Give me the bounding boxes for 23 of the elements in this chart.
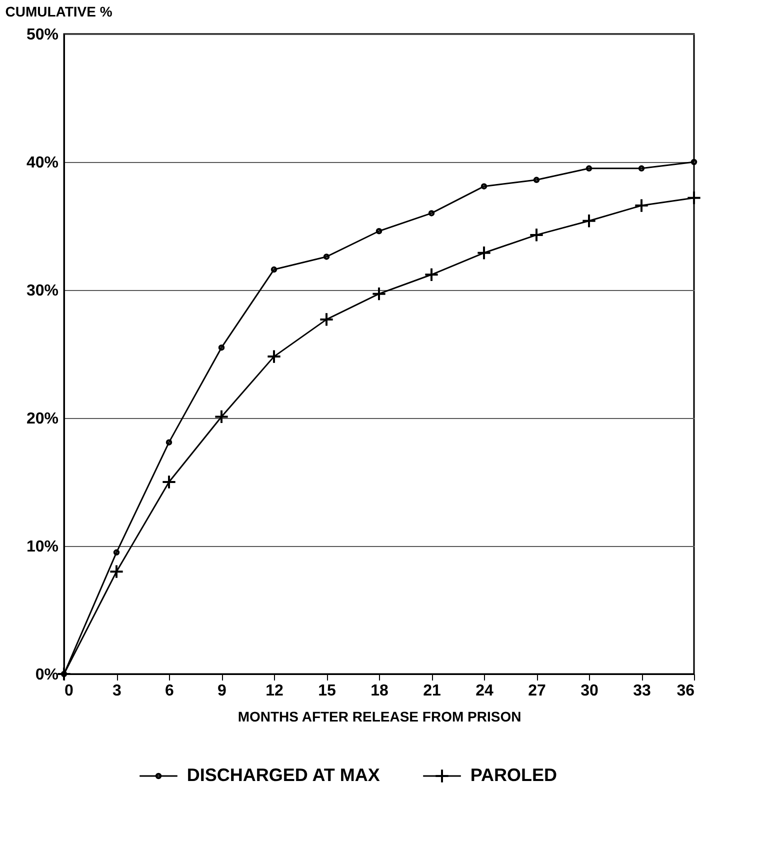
y-tick-label: 20%	[26, 410, 58, 428]
x-tick-label: 21	[423, 682, 441, 700]
x-tick-label: 0	[64, 682, 74, 700]
legend-label: DISCHARGED AT MAX	[186, 765, 380, 785]
x-tick-label: 15	[318, 682, 336, 700]
x-tick-label: 18	[370, 682, 388, 700]
x-axis-title: MONTHS AFTER RELEASE FROM PRISON	[238, 708, 522, 724]
y-axis-title: CUMULATIVE %	[5, 3, 113, 20]
x-tick-label: 6	[165, 682, 174, 700]
x-tick-label: 12	[266, 682, 284, 700]
legend-label: PAROLED	[470, 765, 558, 785]
y-tick-label: 30%	[26, 282, 58, 300]
x-tick-label: 36	[676, 682, 695, 700]
y-tick-label: 50%	[26, 26, 58, 44]
y-tick-label: 10%	[26, 538, 58, 556]
x-tick-label: 9	[218, 682, 227, 700]
x-tick-label: 27	[528, 682, 546, 700]
y-tick-label: 40%	[26, 154, 58, 172]
x-tick-label: 3	[112, 682, 122, 700]
y-tick-label: 0%	[35, 666, 58, 684]
x-tick-label: 33	[633, 682, 651, 700]
x-tick-label: 24	[476, 682, 494, 700]
x-tick-label: 30	[580, 682, 598, 700]
